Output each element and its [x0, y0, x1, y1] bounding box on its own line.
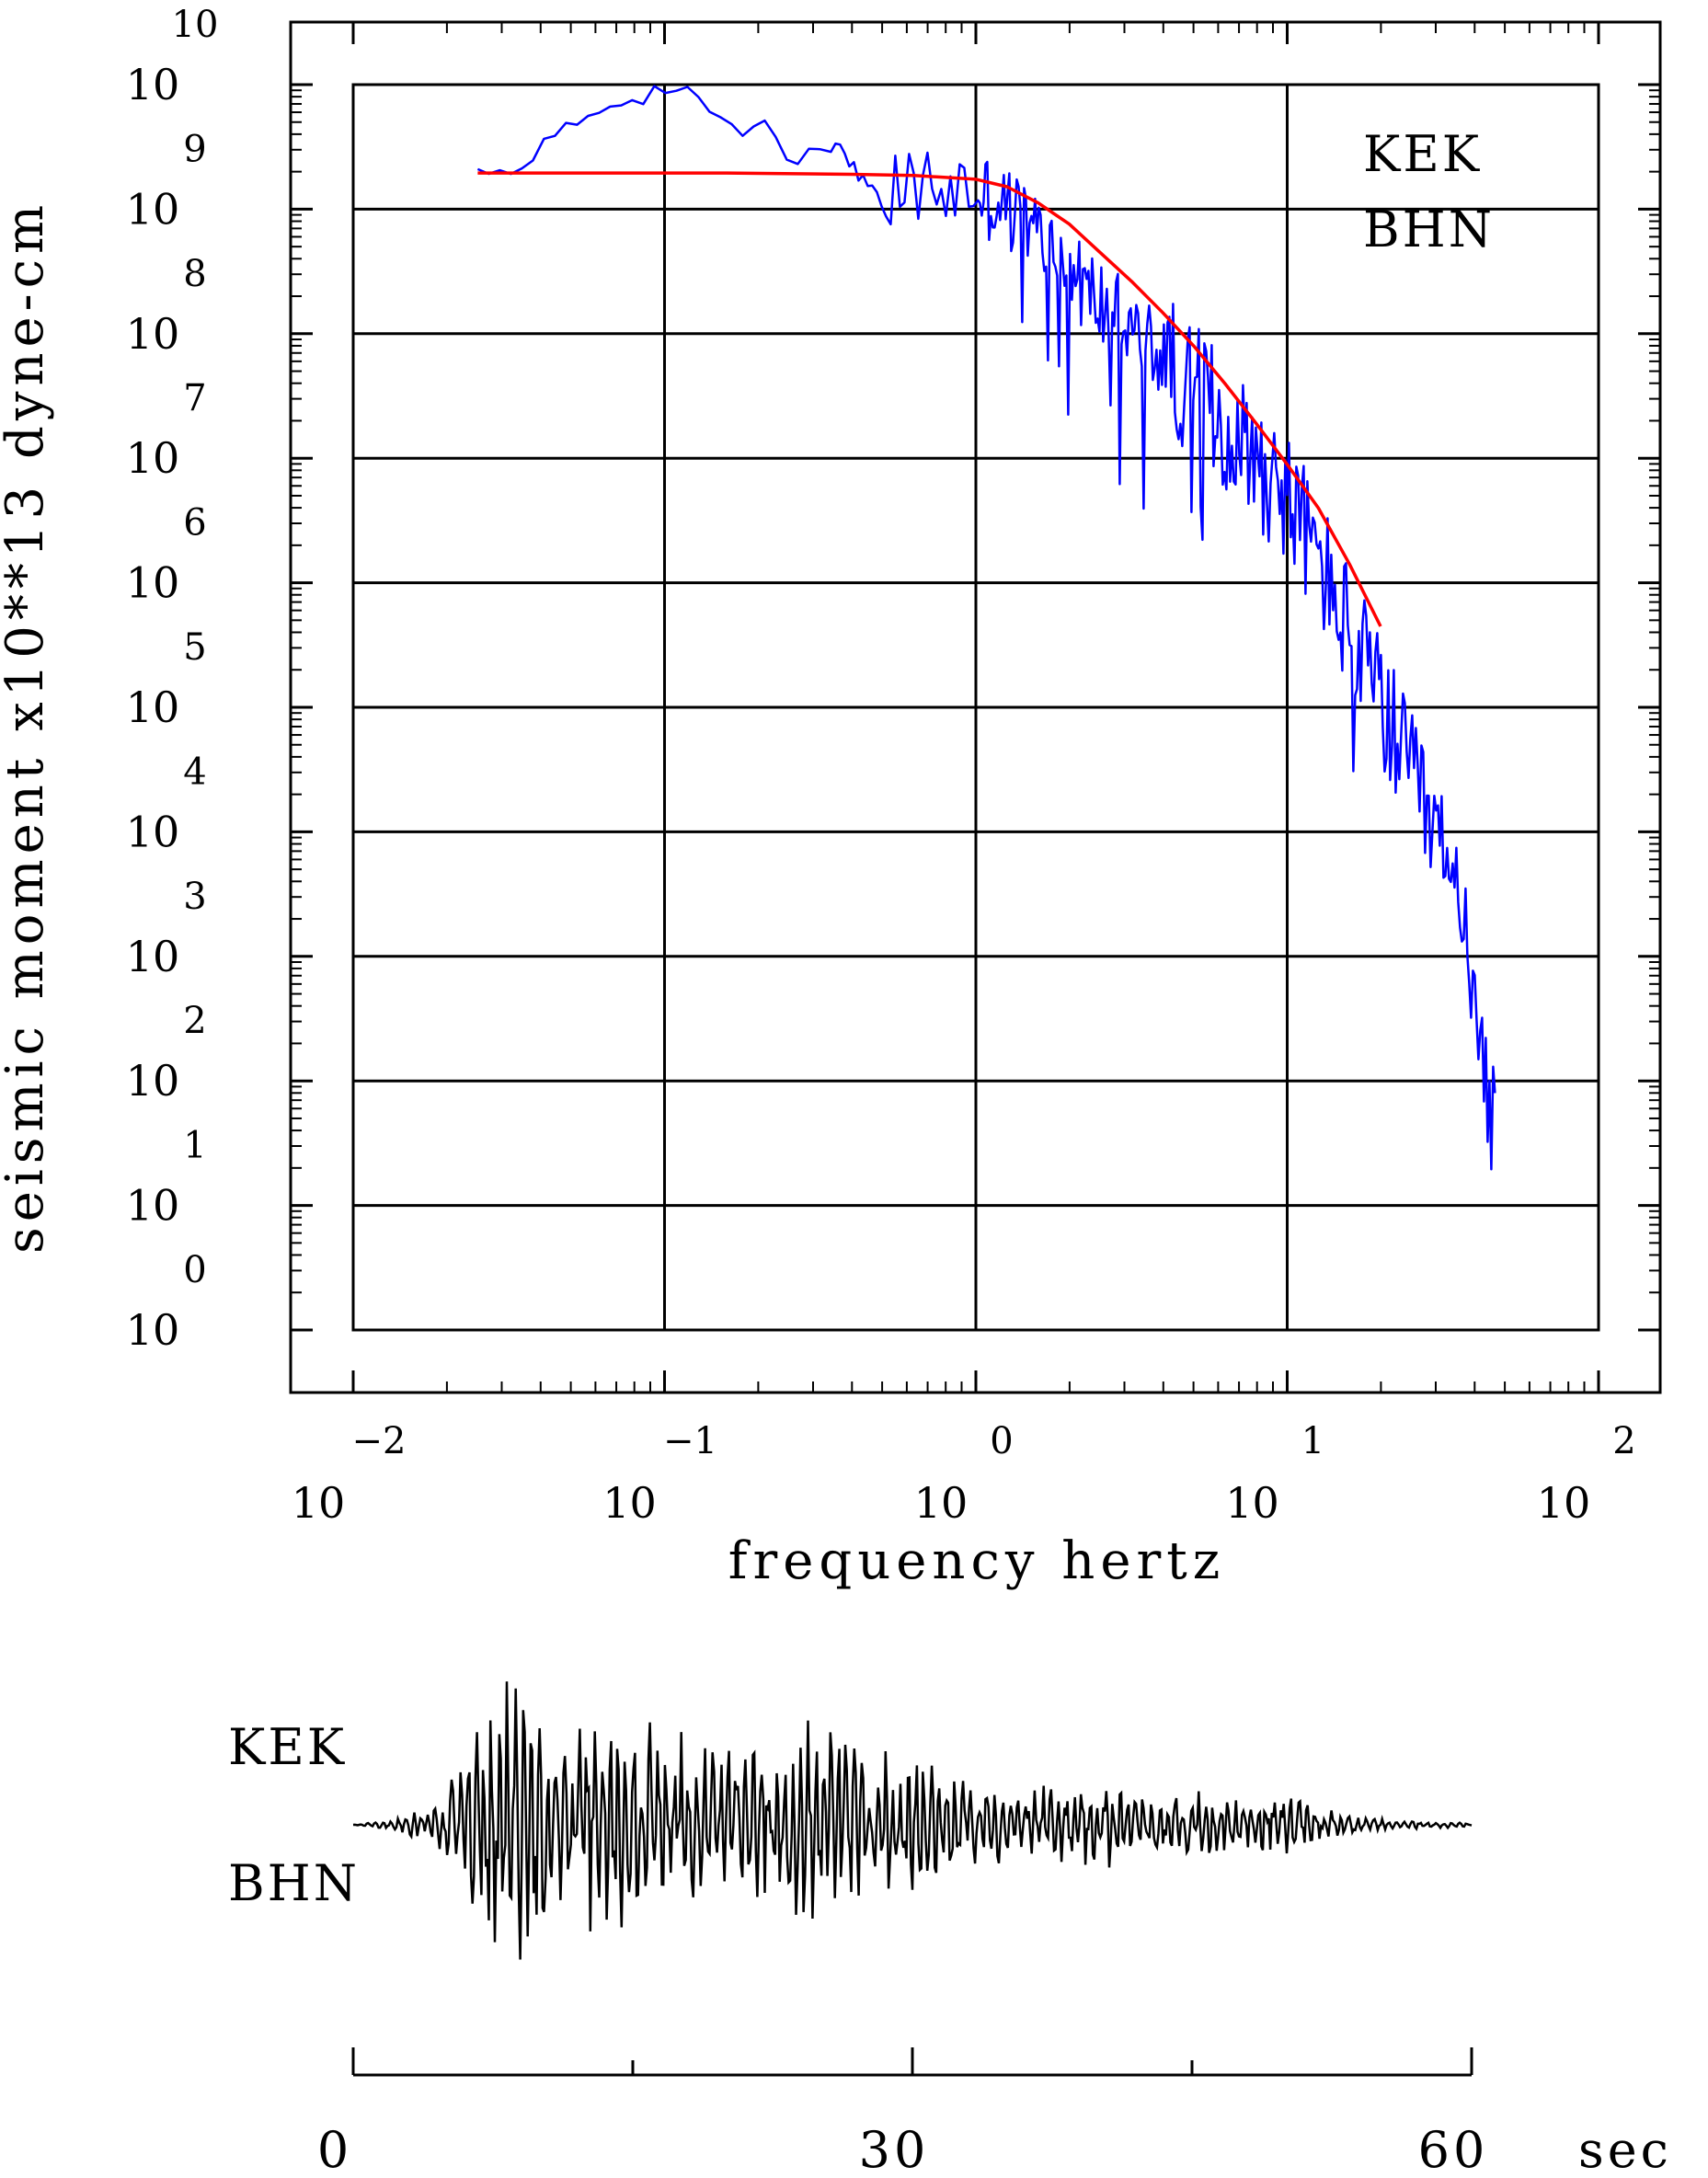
y-tick-exponent: 0	[183, 1249, 206, 1291]
time-tick-label: 0	[317, 2121, 352, 2178]
seismogram-trace	[352, 1681, 1473, 1960]
y-tick-exponent: 7	[183, 377, 206, 419]
y-tick-exponent: 6	[183, 502, 206, 544]
time-tick-label: 30	[859, 2121, 930, 2178]
y-tick-base: 10	[126, 807, 180, 856]
x-tick-exponent: −1	[663, 1420, 717, 1462]
y-tick-exponent: 5	[183, 626, 206, 669]
y-tick-base: 10	[126, 433, 180, 483]
annotation-station-code: KEK	[1363, 125, 1482, 183]
seismogram-series	[352, 1681, 1473, 1960]
seismogram-station-label: KEK	[228, 1718, 347, 1776]
y-tick-base: 10	[126, 1056, 180, 1106]
grid-lines	[353, 85, 1599, 1330]
spectrum-line-observed-spectrum	[476, 85, 1496, 1171]
y-tick-base: 10	[126, 932, 180, 981]
y-tick-base: 10	[126, 184, 180, 234]
x-tick-base: 10	[914, 1478, 969, 1528]
time-axis	[351, 2047, 1473, 2077]
x-tick-exponent: 0	[990, 1420, 1013, 1462]
x-axis-title: frequency hertz	[728, 1531, 1226, 1591]
x-tick-base: 10	[292, 1478, 346, 1528]
y-tick-base: 10	[126, 309, 180, 359]
seismogram-chart: KEK BHN 0 30 60 sec	[228, 1681, 1672, 2178]
y-tick-base: 10	[126, 60, 180, 109]
seismogram-channel-label: BHN	[228, 1854, 360, 1912]
y-tick-base: 10	[126, 682, 180, 732]
y-tick-exponent: 2	[183, 1000, 206, 1042]
y-tick-exponent: 3	[183, 876, 206, 918]
y-tick-exponent: 10	[172, 4, 219, 46]
y-tick-base: 10	[126, 1305, 180, 1355]
x-tick-exponent: −2	[352, 1420, 407, 1462]
annotation-channel-code: BHN	[1363, 201, 1495, 258]
time-axis-unit: sec	[1578, 2121, 1672, 2178]
y-tick-base: 10	[126, 558, 180, 608]
x-tick-exponent: 2	[1612, 1420, 1635, 1462]
x-tick-base: 10	[602, 1478, 657, 1528]
y-tick-exponent: 9	[183, 128, 206, 170]
y-axis-ticks	[291, 83, 1660, 1332]
y-tick-exponent: 1	[183, 1125, 206, 1167]
spectrum-series	[476, 85, 1496, 1171]
time-axis-tick-labels: 0 30 60	[317, 2121, 1489, 2178]
x-tick-base: 10	[1225, 1478, 1279, 1528]
x-tick-exponent: 1	[1301, 1420, 1324, 1462]
time-tick-label: 60	[1418, 2121, 1489, 2178]
x-tick-base: 10	[1537, 1478, 1591, 1528]
y-tick-base: 10	[126, 1181, 180, 1231]
spectrum-line-model-fit	[477, 171, 1382, 627]
y-axis-title: seismic moment x10**13 dyne-cm	[0, 200, 55, 1254]
y-tick-exponent: 8	[183, 253, 206, 295]
y-tick-exponent: 4	[183, 751, 206, 793]
x-axis-ticks	[351, 22, 1600, 1393]
